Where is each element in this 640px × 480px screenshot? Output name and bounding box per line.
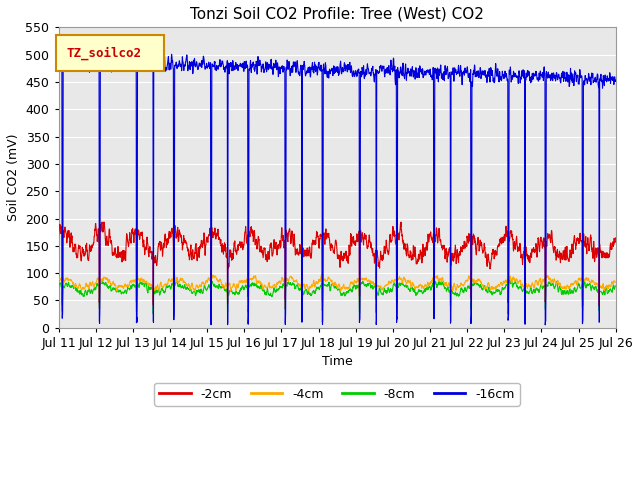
Text: TZ_soilco2: TZ_soilco2 (67, 46, 142, 60)
Title: Tonzi Soil CO2 Profile: Tree (West) CO2: Tonzi Soil CO2 Profile: Tree (West) CO2 (190, 7, 484, 22)
Y-axis label: Soil CO2 (mV): Soil CO2 (mV) (7, 134, 20, 221)
Legend: -2cm, -4cm, -8cm, -16cm: -2cm, -4cm, -8cm, -16cm (154, 383, 520, 406)
X-axis label: Time: Time (322, 355, 353, 369)
FancyBboxPatch shape (56, 35, 164, 71)
